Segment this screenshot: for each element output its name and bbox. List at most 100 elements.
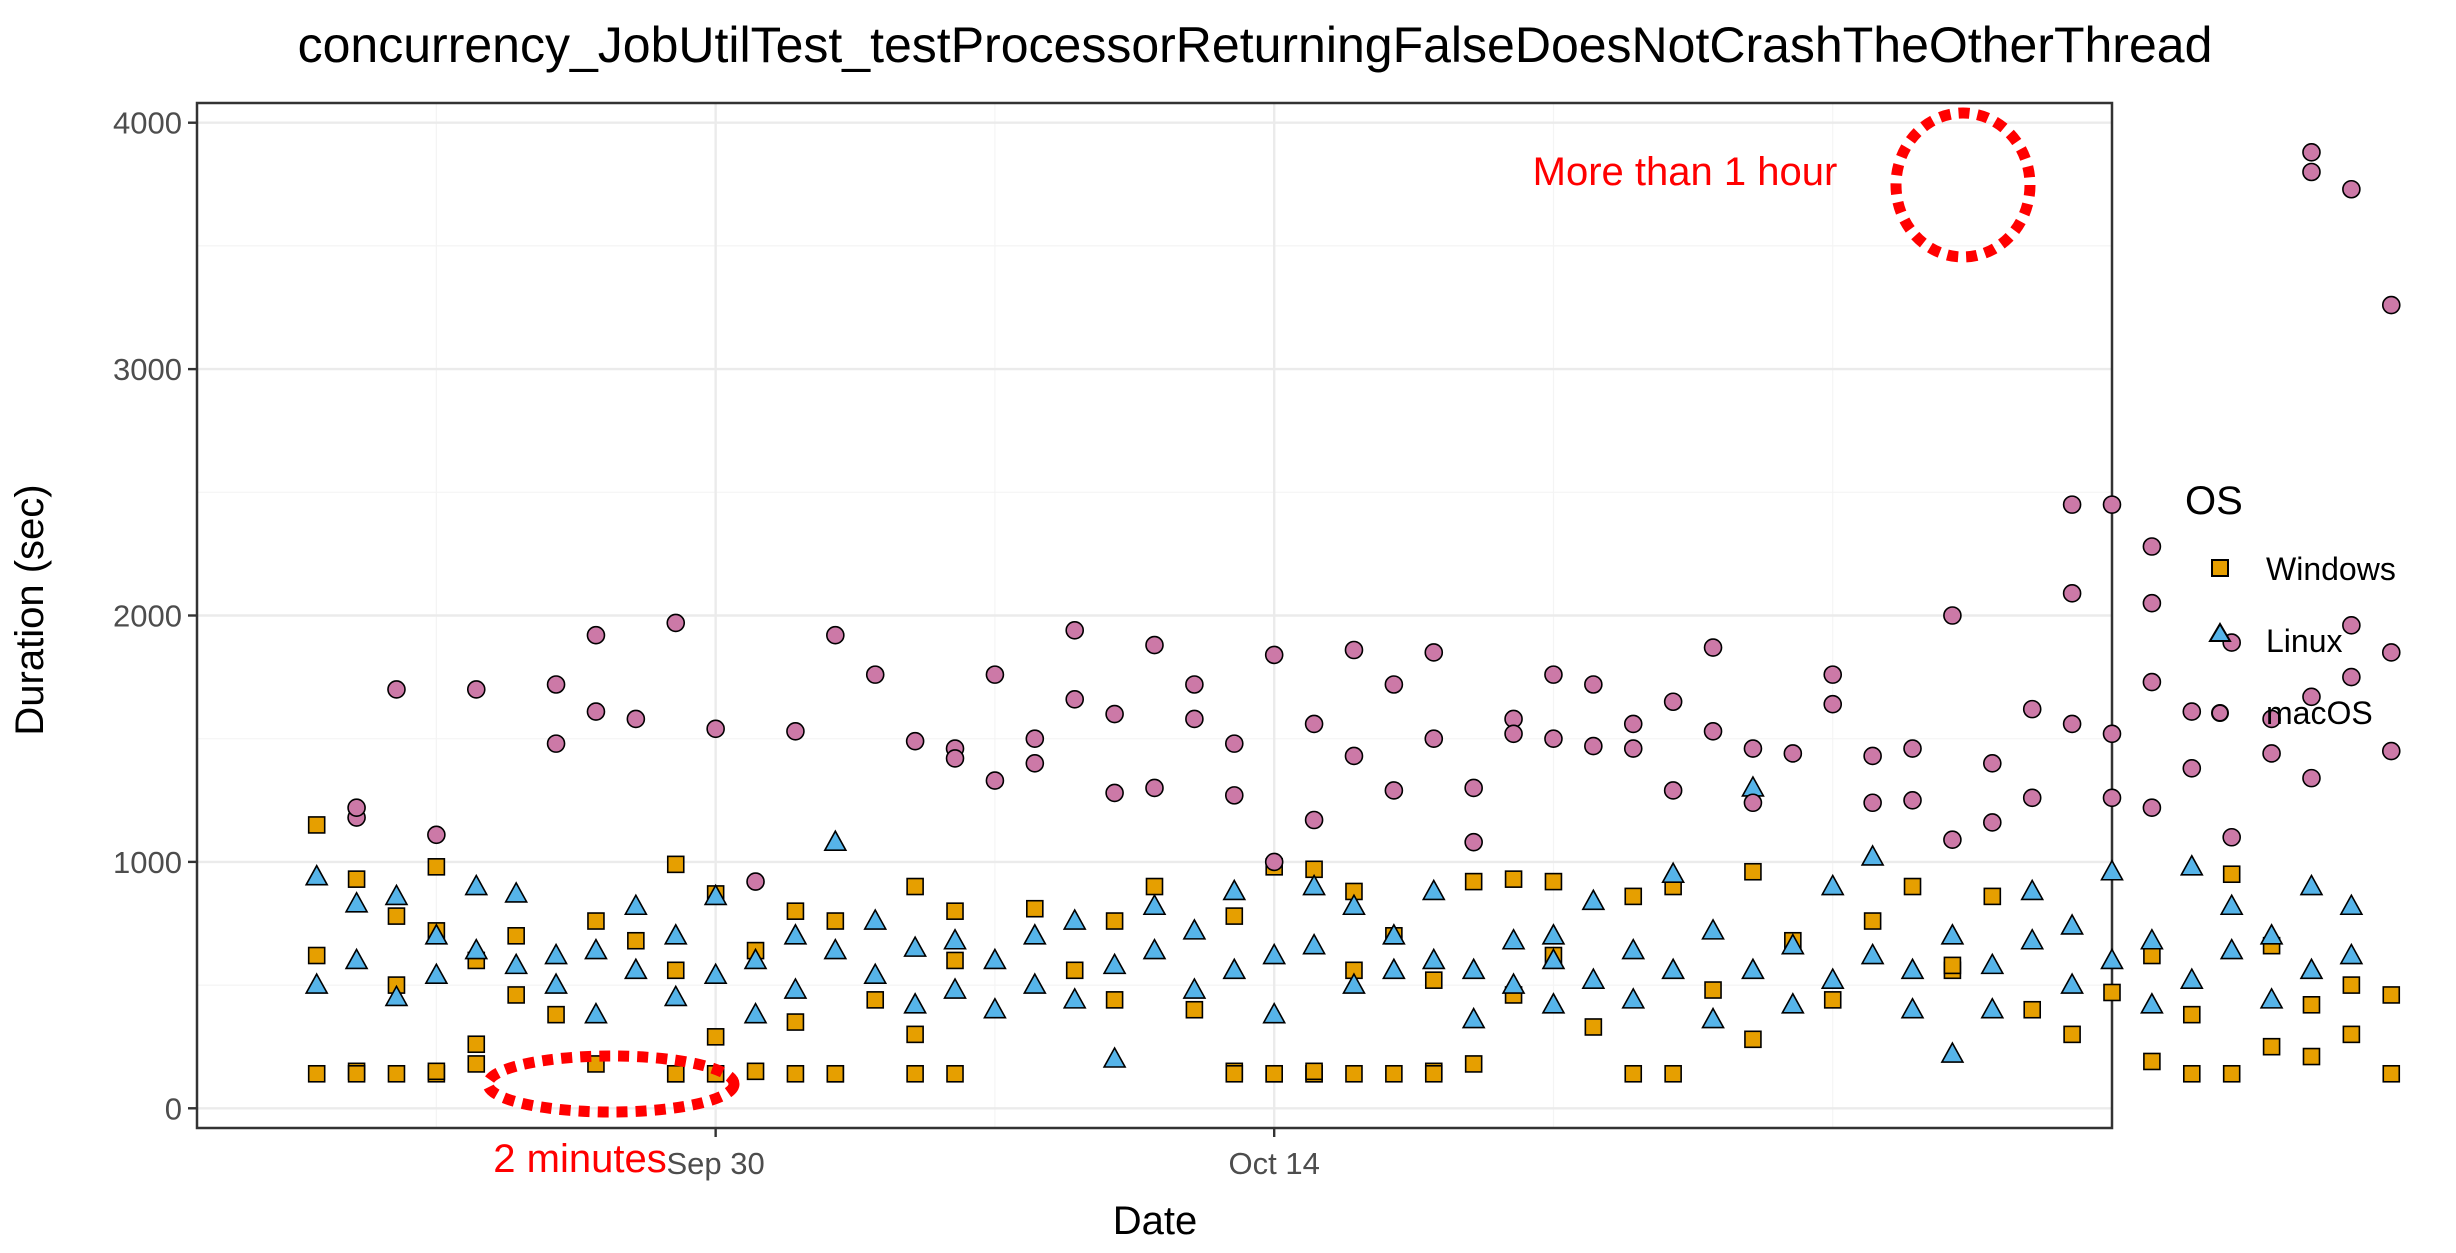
point-linux — [1741, 957, 1765, 980]
point-windows — [347, 870, 366, 888]
point-linux — [783, 923, 808, 945]
point-windows — [1145, 877, 1164, 896]
legend-key-windows — [2211, 559, 2229, 577]
point-macos — [826, 625, 845, 645]
point-linux — [1820, 967, 1845, 989]
point-linux — [943, 977, 967, 999]
y-axis-title: Duration (sec) — [8, 484, 52, 735]
point-windows — [507, 927, 525, 945]
point-macos — [2062, 495, 2082, 514]
point-windows — [1704, 981, 1722, 999]
point-windows — [1823, 991, 1842, 1009]
point-linux — [1142, 937, 1167, 960]
y-tick-label: 3000 — [113, 352, 182, 387]
point-linux — [304, 972, 329, 994]
point-windows — [866, 991, 885, 1009]
point-macos — [1743, 739, 1763, 758]
legend: OS Windows Linux macOS — [2185, 479, 2396, 731]
point-linux — [1661, 861, 1686, 884]
point-macos — [2102, 724, 2122, 744]
point-windows — [1744, 1030, 1762, 1049]
point-macos — [2102, 788, 2122, 808]
point-windows — [786, 1064, 805, 1083]
point-windows — [906, 877, 924, 896]
point-windows — [1903, 877, 1922, 896]
point-windows — [1464, 872, 1483, 891]
point-linux — [584, 1002, 608, 1024]
point-macos — [2381, 295, 2401, 315]
point-windows — [1225, 907, 1244, 925]
point-linux — [623, 957, 648, 980]
point-windows — [387, 1064, 406, 1083]
point-windows — [2023, 1000, 2042, 1019]
annotation-two-minutes: 2 minutes — [493, 1137, 666, 1181]
point-linux — [2100, 859, 2124, 881]
point-windows — [427, 858, 446, 876]
point-macos — [2262, 744, 2281, 763]
point-macos — [1264, 852, 1284, 872]
point-macos — [2142, 798, 2162, 817]
point-linux — [2020, 928, 2045, 950]
point-linux — [1102, 1046, 1127, 1068]
point-linux — [1541, 923, 1566, 945]
point-windows — [826, 912, 845, 930]
point-windows — [826, 1064, 845, 1083]
point-windows — [307, 946, 326, 965]
y-tick-label: 4000 — [113, 106, 182, 141]
point-macos — [1464, 832, 1483, 852]
point-linux — [2339, 893, 2364, 916]
point-windows — [666, 961, 685, 980]
point-macos — [2142, 593, 2162, 613]
point-linux — [2140, 928, 2164, 950]
point-macos — [586, 625, 606, 645]
point-linux — [1701, 918, 1725, 940]
point-windows — [2302, 996, 2321, 1014]
point-linux — [703, 962, 728, 985]
point-linux — [1461, 957, 1486, 980]
point-linux — [663, 984, 688, 1007]
point-macos — [1105, 704, 1124, 724]
point-macos — [746, 872, 765, 891]
point-linux — [2179, 854, 2204, 876]
point-linux — [1382, 923, 1406, 945]
point-linux — [1860, 942, 1885, 965]
point-linux — [544, 942, 568, 965]
point-windows — [786, 1013, 805, 1031]
point-macos — [1145, 778, 1164, 798]
legend-key-linux — [2208, 622, 2232, 642]
point-windows — [2342, 1025, 2361, 1044]
point-linux — [1342, 972, 1366, 994]
point-windows — [1664, 1064, 1682, 1083]
point-linux — [2020, 878, 2045, 901]
point-macos — [1663, 781, 1683, 800]
point-macos — [1185, 675, 1204, 694]
point-macos — [1065, 689, 1085, 709]
point-windows — [1544, 872, 1563, 891]
point-windows — [547, 1005, 565, 1024]
point-macos — [1065, 620, 1085, 640]
point-linux — [1900, 997, 1925, 1019]
point-macos — [2381, 741, 2401, 761]
point-windows — [1026, 899, 1044, 918]
point-linux — [1980, 952, 2005, 975]
point-linux — [2100, 947, 2124, 970]
point-linux — [1581, 967, 1606, 989]
point-linux — [1780, 933, 1805, 955]
point-linux — [1302, 933, 1326, 955]
point-linux — [1102, 952, 1127, 975]
point-windows — [1385, 1064, 1403, 1083]
point-macos — [2342, 667, 2361, 687]
point-macos — [1384, 675, 1404, 694]
point-linux — [1541, 947, 1566, 970]
point-windows — [1943, 956, 1962, 975]
point-macos — [1544, 665, 1563, 684]
point-linux — [1780, 992, 1805, 1014]
point-linux — [1222, 957, 1247, 980]
legend-label-linux: Linux — [2266, 623, 2343, 659]
point-windows — [2342, 976, 2361, 994]
point-windows — [1265, 1064, 1283, 1083]
point-linux — [1022, 972, 1047, 994]
point-macos — [1344, 640, 1364, 660]
point-linux — [2060, 972, 2084, 994]
